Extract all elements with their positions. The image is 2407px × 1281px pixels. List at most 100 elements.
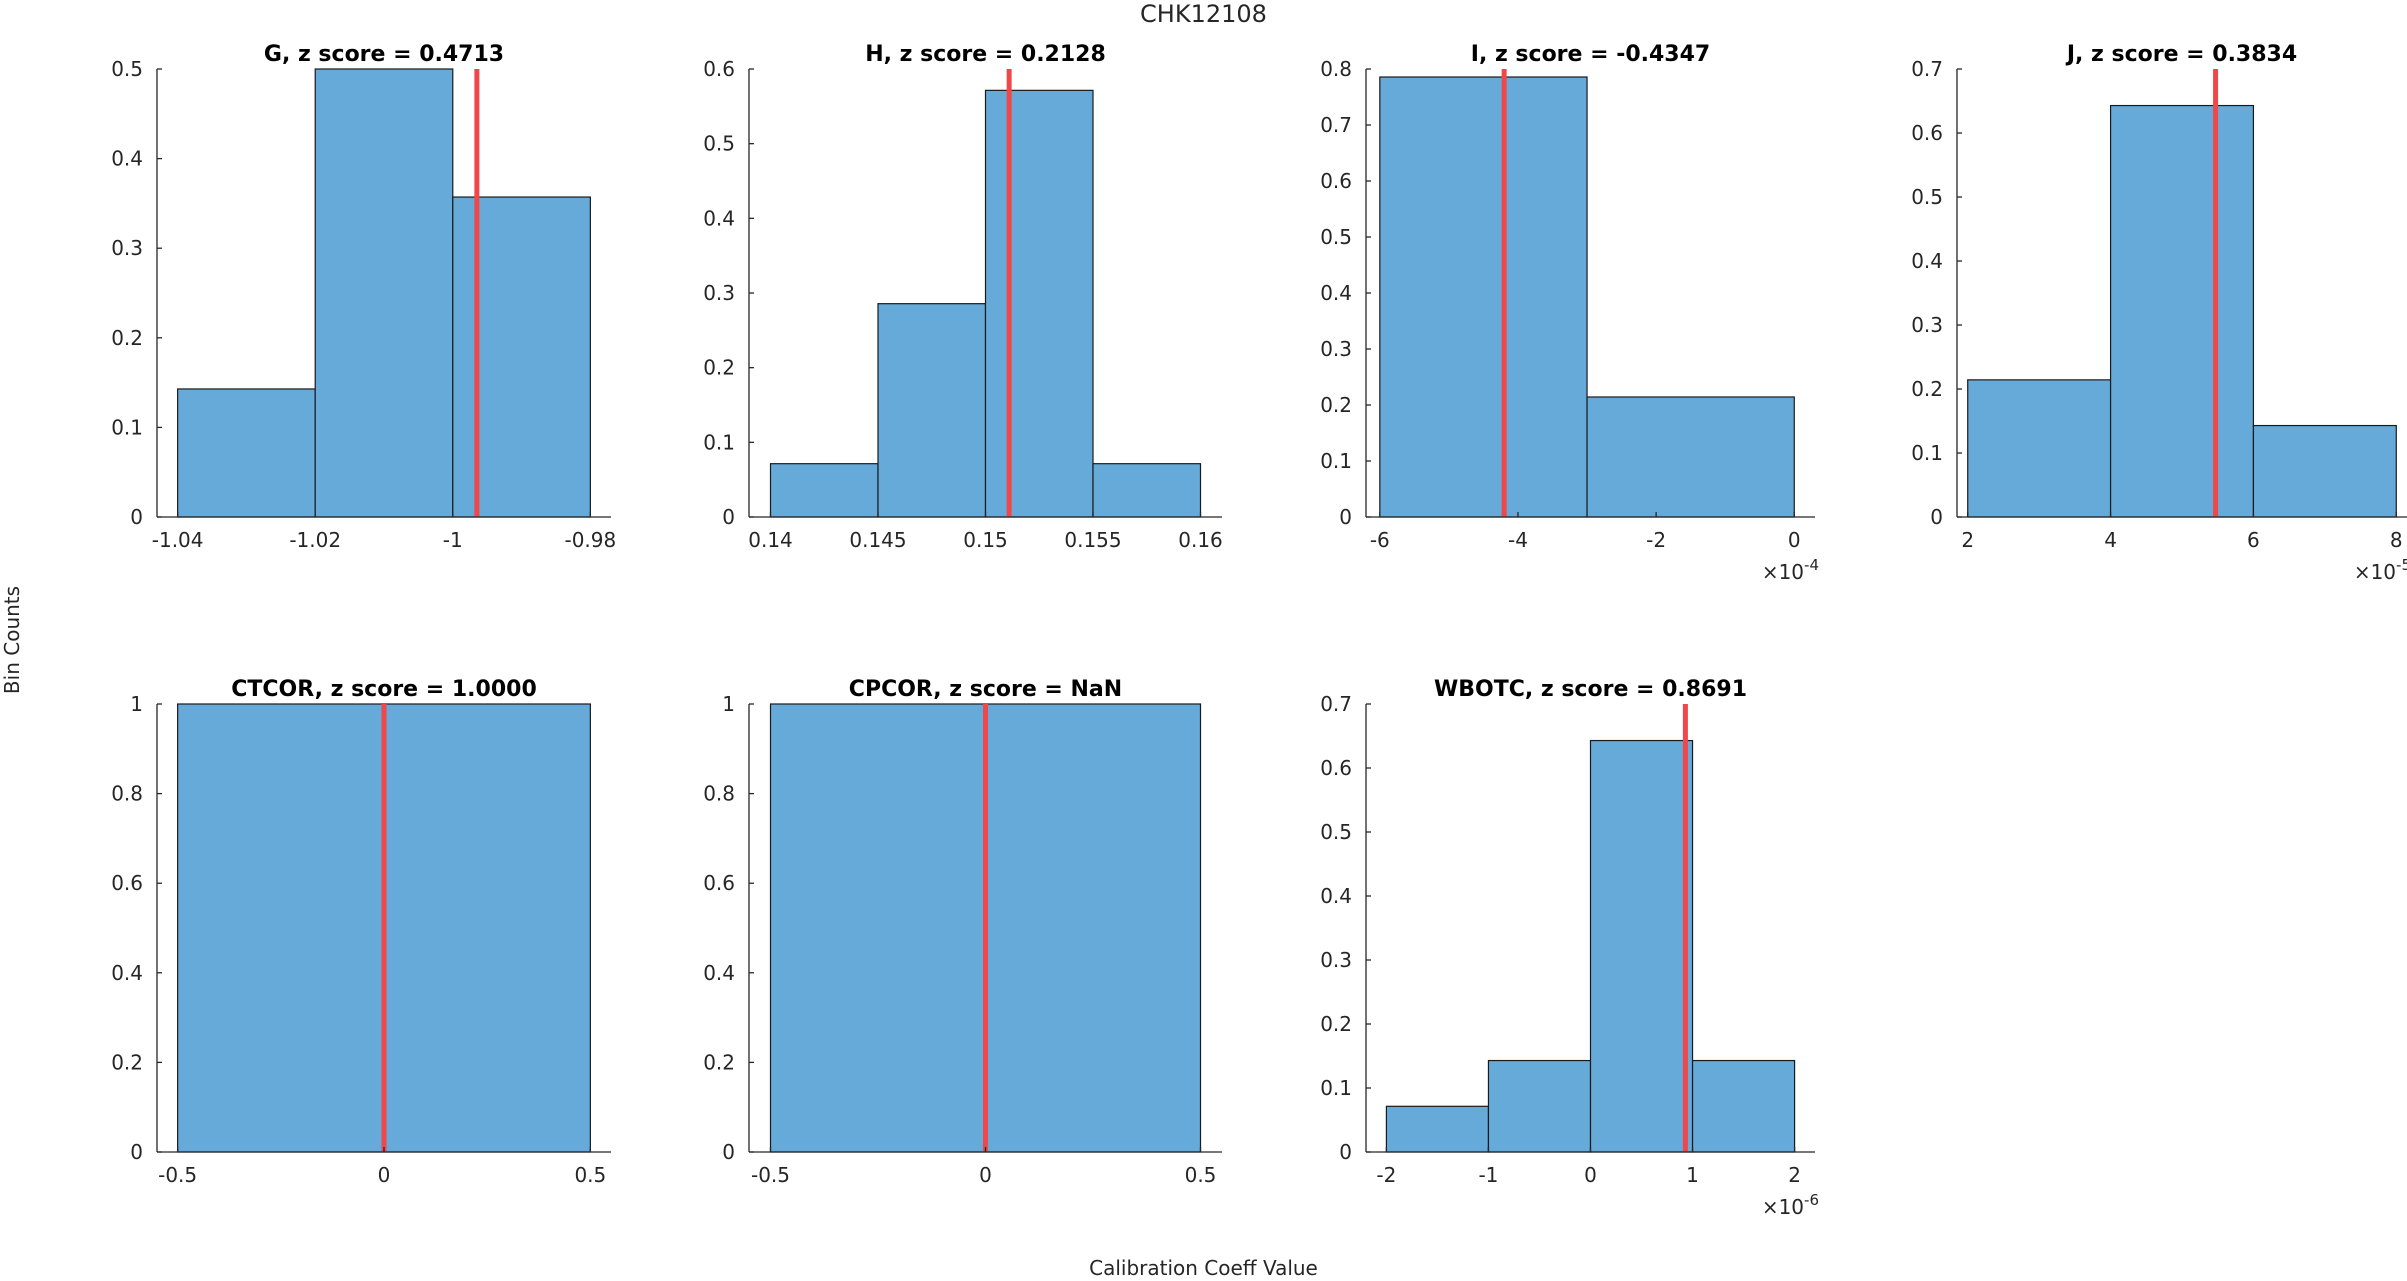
x-tick-label: -6 — [1370, 528, 1390, 552]
y-tick-label: 0.7 — [1320, 692, 1352, 716]
x-tick-label: -1 — [443, 528, 463, 552]
histogram-bar — [984, 89, 1094, 518]
y-tick-label: 0.4 — [1911, 249, 1943, 273]
x-exponent-label: ×10-5 — [2354, 556, 2407, 584]
x-tick-label: 0 — [378, 1163, 391, 1187]
histogram-title: J, z score = 0.3834 — [2065, 42, 2297, 67]
y-tick-label: 0.6 — [703, 57, 735, 81]
histogram-bar — [314, 68, 454, 518]
y-tick-label: 0.2 — [111, 1050, 143, 1074]
histogram-title: I, z score = -0.4347 — [1471, 42, 1710, 67]
x-tick-label: -1.04 — [152, 528, 204, 552]
x-tick-label: -0.5 — [751, 1163, 790, 1187]
y-tick-label: 0.6 — [1911, 121, 1943, 145]
y-tick-label: 0 — [1930, 505, 1943, 529]
y-tick-label: 0.5 — [111, 57, 143, 81]
histogram-title: CTCOR, z score = 1.0000 — [231, 677, 537, 702]
y-tick-label: 0.1 — [703, 430, 735, 454]
y-tick-label: 0.1 — [1320, 1076, 1352, 1100]
y-tick-label: 0.4 — [111, 147, 143, 171]
y-tick-label: 0 — [722, 1140, 735, 1164]
y-tick-label: 0.5 — [1911, 185, 1943, 209]
x-tick-label: -1.02 — [289, 528, 341, 552]
y-tick-label: 0.4 — [1320, 884, 1352, 908]
y-tick-label: 0.6 — [111, 871, 143, 895]
y-tick-label: 1 — [722, 692, 735, 716]
y-tick-label: 0.7 — [1320, 113, 1352, 137]
y-tick-label: 0.1 — [111, 415, 143, 439]
histogram-title: G, z score = 0.4713 — [264, 42, 504, 67]
y-tick-label: 0.4 — [111, 961, 143, 985]
x-tick-label: 0.5 — [1185, 1163, 1217, 1187]
histogram-title: WBOTC, z score = 0.8691 — [1434, 677, 1747, 702]
y-tick-label: 0.8 — [1320, 57, 1352, 81]
x-tick-label: -2 — [1376, 1163, 1396, 1187]
y-tick-label: 0.4 — [703, 206, 735, 230]
y-tick-label: 0.2 — [703, 1050, 735, 1074]
histogram-bar — [452, 196, 591, 518]
histogram-bar — [1586, 396, 1795, 518]
histogram-bar — [1092, 463, 1202, 518]
y-tick-label: 0.2 — [703, 356, 735, 380]
y-tick-label: 0.4 — [1320, 281, 1352, 305]
x-tick-label: -4 — [1508, 528, 1528, 552]
x-tick-label: 0.155 — [1064, 528, 1121, 552]
x-tick-label: 0.5 — [574, 1163, 606, 1187]
y-tick-label: 0 — [722, 505, 735, 529]
y-tick-label: 0 — [130, 505, 143, 529]
histogram-bar — [1691, 1059, 1796, 1153]
y-tick-label: 0.5 — [703, 132, 735, 156]
x-tick-label: 0 — [1584, 1163, 1597, 1187]
y-tick-label: 0.3 — [703, 281, 735, 305]
histogram-bar — [1967, 379, 2112, 518]
y-tick-label: 0.2 — [111, 326, 143, 350]
y-tick-label: 0.3 — [111, 236, 143, 260]
x-tick-label: 0.15 — [963, 528, 1008, 552]
y-tick-label: 1 — [130, 692, 143, 716]
histogram-title: CPCOR, z score = NaN — [849, 677, 1122, 702]
x-tick-label: -2 — [1646, 528, 1666, 552]
y-tick-label: 0.4 — [703, 961, 735, 985]
histogram-bar — [1379, 76, 1588, 518]
histogram-bar — [1589, 739, 1694, 1153]
histogram-2: 0 0.1 0.2 0.3 0.4 0.5 0.6 0.14 0.145 0.15 0.155 0.1… — [703, 42, 1223, 552]
histogram-4: 0 0.1 0.2 0.3 0.4 0.5 0.6 0.7 2 4 6 8 ×10-5 J, z scor… — [1911, 42, 2407, 584]
y-tick-label: 0.2 — [1320, 393, 1352, 417]
y-tick-label: 0.6 — [1320, 169, 1352, 193]
x-tick-label: 0 — [979, 1163, 992, 1187]
x-tick-label: 2 — [1961, 528, 1974, 552]
y-tick-label: 0.5 — [1320, 820, 1352, 844]
histogram-bar — [1385, 1105, 1490, 1153]
histogram-bar — [177, 388, 316, 518]
y-tick-label: 0.7 — [1911, 57, 1943, 81]
y-tick-label: 0.1 — [1911, 441, 1943, 465]
y-tick-label: 0.1 — [1320, 449, 1352, 473]
x-tick-label: 0.14 — [748, 528, 793, 552]
y-tick-label: 0 — [1339, 1140, 1352, 1164]
y-tick-label: 0.8 — [111, 782, 143, 806]
y-tick-label: 0.6 — [703, 871, 735, 895]
y-tick-label: 0 — [1339, 505, 1352, 529]
y-tick-label: 0 — [130, 1140, 143, 1164]
y-tick-label: 0.3 — [1320, 337, 1352, 361]
histogram-7: 0 0.1 0.2 0.3 0.4 0.5 0.6 0.7 -2 -1 0 1 2 ×10-6 WBOTC,… — [1320, 677, 1819, 1219]
histogram-6: 0 0.2 0.4 0.6 0.8 1 -0.5 0 0.5 CPCOR, z score = N… — [703, 677, 1222, 1187]
x-tick-label: 0 — [1788, 528, 1801, 552]
x-tick-label: 6 — [2247, 528, 2260, 552]
x-tick-label: -0.5 — [158, 1163, 197, 1187]
x-tick-label: 2 — [1788, 1163, 1801, 1187]
histogram-bar — [769, 463, 879, 518]
x-tick-label: 4 — [2104, 528, 2117, 552]
y-tick-label: 0.3 — [1911, 313, 1943, 337]
histogram-3: 0 0.1 0.2 0.3 0.4 0.5 0.6 0.7 0.8 -6 -4 -2 0 ×10-4 I, … — [1320, 42, 1819, 584]
y-tick-label: 0.3 — [1320, 948, 1352, 972]
y-tick-label: 0.2 — [1320, 1012, 1352, 1036]
histogram-title: H, z score = 0.2128 — [865, 42, 1106, 67]
y-tick-label: 0.8 — [703, 782, 735, 806]
x-exponent-label: ×10-4 — [1762, 556, 1819, 584]
y-tick-label: 0.5 — [1320, 225, 1352, 249]
x-tick-label: 0.145 — [849, 528, 906, 552]
histogram-bar — [1487, 1059, 1592, 1153]
